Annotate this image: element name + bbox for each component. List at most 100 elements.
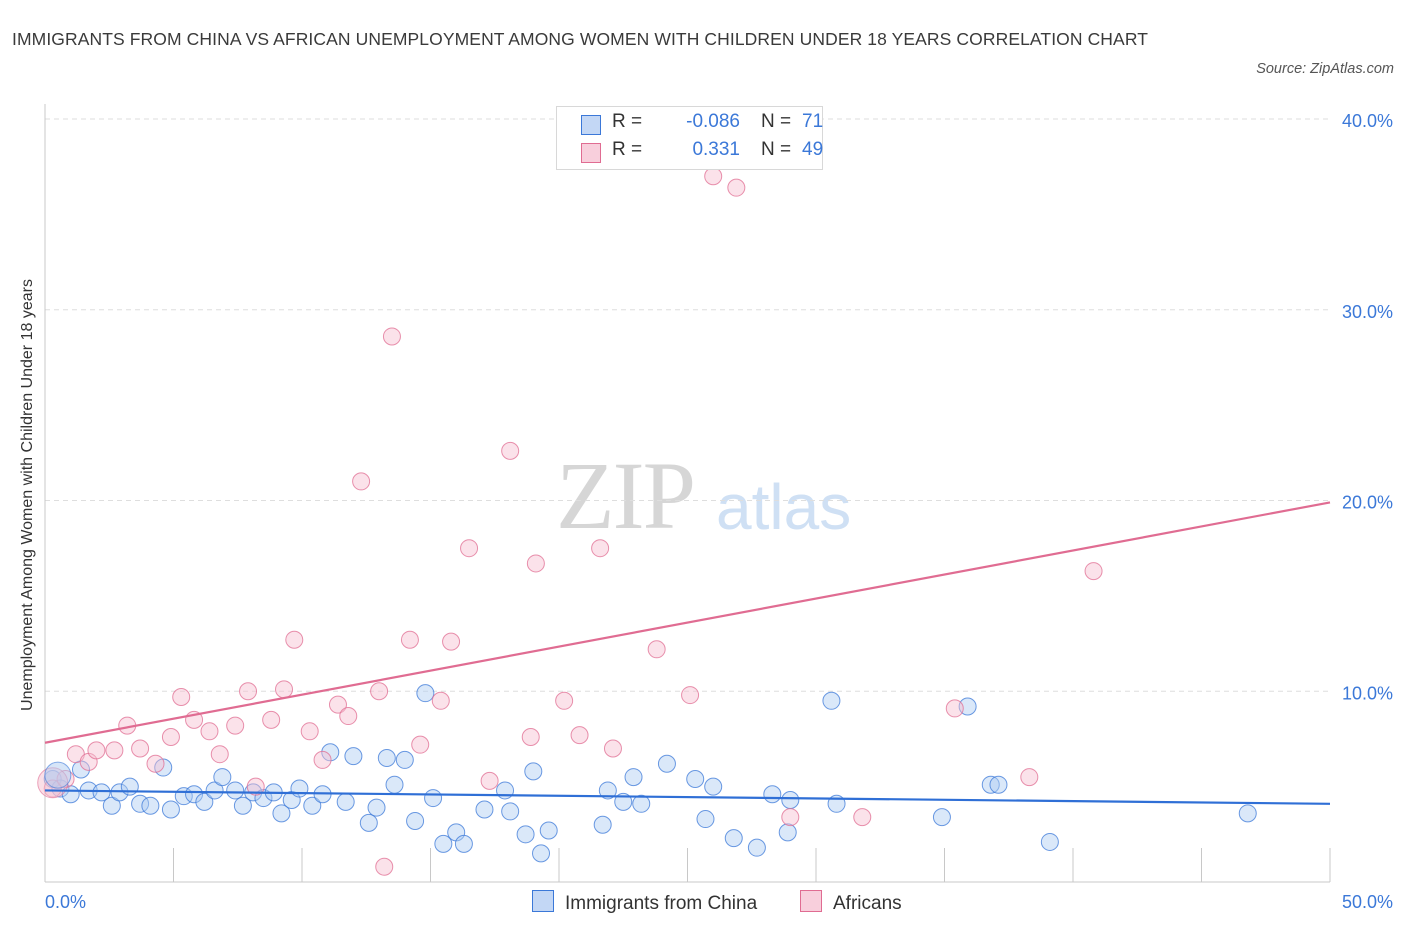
- africans-point: [781, 808, 800, 827]
- china-point: [724, 829, 743, 848]
- china-point: [120, 777, 139, 796]
- correlation-legend: R = -0.086 N = 71 R = 0.331 N = 49: [556, 106, 823, 170]
- legend-n-label-china: N =: [761, 111, 792, 132]
- africans-point: [501, 441, 520, 460]
- chart-source: Source: ZipAtlas.com: [1256, 61, 1394, 77]
- africans-point: [1020, 768, 1039, 787]
- africans-point: [945, 699, 964, 718]
- legend-r-label-china: R =: [612, 111, 643, 132]
- china-point: [1040, 832, 1059, 851]
- africans-point: [339, 707, 358, 726]
- china-point: [747, 838, 766, 857]
- china-point: [686, 769, 705, 788]
- africans-point: [681, 686, 700, 705]
- africans-legend-swatch: [800, 890, 822, 912]
- africans-point: [300, 722, 319, 741]
- x-tick-label: 0.0%: [45, 892, 86, 912]
- china-point: [539, 821, 558, 840]
- china-point: [290, 779, 309, 798]
- africans-point: [570, 726, 589, 745]
- china-point: [704, 777, 723, 796]
- china-point: [195, 792, 214, 811]
- china-point: [367, 798, 386, 817]
- china-cluster-point: [44, 761, 72, 789]
- chart-title: IMMIGRANTS FROM CHINA VS AFRICAN UNEMPLO…: [12, 29, 1149, 49]
- y-axis-label: Unemployment Among Women with Children U…: [19, 279, 36, 711]
- africans-point: [411, 735, 430, 754]
- africans-point: [431, 691, 450, 710]
- africans-point: [87, 741, 106, 760]
- series-legend-china[interactable]: Immigrants from China: [532, 890, 757, 915]
- legend-r-label-africans: R =: [612, 139, 643, 160]
- africans-point: [521, 728, 540, 747]
- china-point: [696, 810, 715, 829]
- china-swatch: [581, 115, 601, 135]
- china-point: [205, 781, 224, 800]
- china-point: [632, 794, 651, 813]
- china-point: [141, 796, 160, 815]
- africans-point: [591, 539, 610, 558]
- africans-point: [210, 745, 229, 764]
- china-point: [532, 844, 551, 863]
- china-point: [102, 796, 121, 815]
- africans-point: [400, 630, 419, 649]
- africans-point: [328, 695, 347, 714]
- y-tick-label: 10.0%: [1342, 683, 1393, 703]
- china-point: [1238, 804, 1257, 823]
- china-point: [516, 825, 535, 844]
- china-point: [781, 790, 800, 809]
- africans-point: [226, 716, 245, 735]
- china-legend-label: Immigrants from China: [565, 893, 758, 914]
- china-point: [185, 785, 204, 804]
- africans-point: [131, 739, 150, 758]
- series-legend-africans[interactable]: Africans: [800, 890, 902, 915]
- china-legend-swatch: [532, 890, 554, 912]
- china-point: [424, 789, 443, 808]
- china-point: [989, 775, 1008, 794]
- africans-point: [526, 554, 545, 573]
- china-point: [778, 823, 797, 842]
- africans-point: [382, 327, 401, 346]
- africans-point: [853, 808, 872, 827]
- africans-point: [172, 687, 191, 706]
- africans-legend-label: Africans: [833, 893, 902, 914]
- china-point: [434, 834, 453, 853]
- africans-trend-line: [44, 501, 1331, 744]
- x-tick-label: 50.0%: [1342, 892, 1393, 912]
- china-point: [359, 813, 378, 832]
- watermark-atlas: atlas: [716, 471, 852, 543]
- china-point: [233, 796, 252, 815]
- china-point: [657, 754, 676, 773]
- china-point: [475, 800, 494, 819]
- africans-point: [146, 754, 165, 773]
- africans-point: [704, 167, 723, 186]
- china-point: [321, 743, 340, 762]
- africans-swatch: [581, 143, 601, 163]
- china-point: [763, 785, 782, 804]
- china-point: [395, 750, 414, 769]
- africans-point: [239, 682, 258, 701]
- legend-r-value-china: -0.086: [686, 111, 740, 132]
- china-point: [524, 762, 543, 781]
- africans-point: [442, 632, 461, 651]
- africans-point: [161, 728, 180, 747]
- africans-point: [647, 640, 666, 659]
- africans-point: [246, 777, 265, 796]
- legend-n-value-africans: 49: [802, 139, 824, 160]
- china-point: [377, 749, 396, 768]
- africans-point: [460, 539, 479, 558]
- africans-point: [370, 682, 389, 701]
- china-point: [454, 834, 473, 853]
- africans-point: [285, 630, 304, 649]
- china-point: [92, 783, 111, 802]
- africans-point: [262, 710, 281, 729]
- china-point: [614, 792, 633, 811]
- africans-point: [275, 680, 294, 699]
- africans-point: [555, 691, 574, 710]
- china-point: [272, 804, 291, 823]
- china-point: [385, 775, 404, 794]
- china-point: [303, 796, 322, 815]
- africans-point: [603, 739, 622, 758]
- africans-point: [313, 750, 332, 769]
